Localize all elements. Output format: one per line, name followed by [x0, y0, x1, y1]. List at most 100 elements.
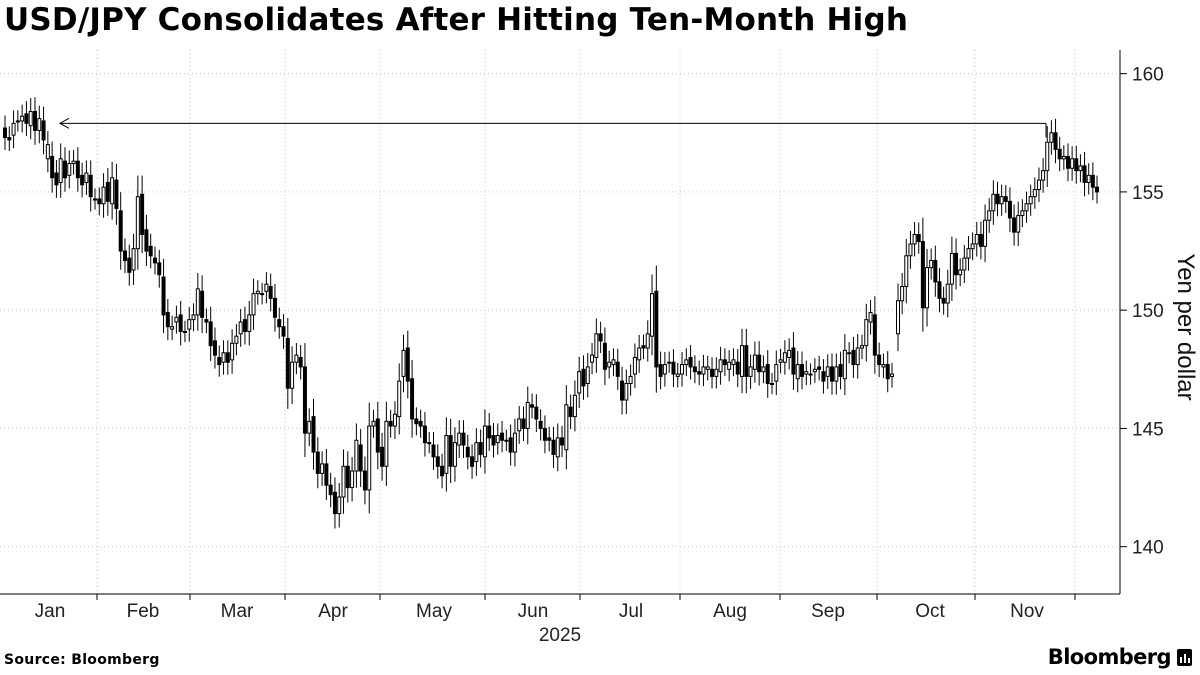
candle-body — [414, 418, 419, 425]
candle-body — [45, 144, 50, 160]
candle-body — [908, 243, 913, 257]
candle-body — [422, 425, 427, 444]
candle-body — [925, 267, 930, 309]
candle-body — [195, 288, 200, 316]
x-tick-label: Sep — [811, 601, 845, 622]
candle-body — [362, 470, 367, 491]
candle-body — [521, 418, 526, 429]
candle-body — [135, 196, 140, 250]
candle-body — [58, 158, 63, 183]
candle-body — [1078, 165, 1083, 172]
candle-body — [435, 456, 440, 467]
candle-body — [461, 432, 466, 446]
x-tick-label: Mar — [221, 601, 254, 622]
candle-body — [182, 330, 187, 333]
y-tick-label: 155 — [1132, 183, 1164, 204]
candle-body — [80, 174, 85, 186]
candle-body — [542, 427, 547, 441]
candle-body — [534, 406, 539, 420]
candle-body — [598, 333, 603, 342]
chart-title: USD/JPY Consolidates After Hitting Ten-M… — [4, 2, 909, 38]
candle-body — [1057, 148, 1062, 160]
candle-body — [1070, 158, 1075, 169]
candle-body — [1003, 196, 1008, 202]
candle-body — [641, 345, 646, 349]
candle-body — [148, 245, 153, 257]
candle-body — [75, 160, 80, 179]
candle-body — [945, 283, 950, 304]
candle-body — [15, 120, 20, 123]
x-tick-label: Jun — [518, 601, 549, 622]
candle-body — [174, 316, 179, 323]
candle-body — [628, 375, 633, 384]
candle-body — [1049, 132, 1054, 143]
candle-body — [995, 193, 1000, 205]
candle-body — [71, 160, 76, 165]
candle-body — [11, 122, 16, 136]
candle-body — [7, 137, 12, 141]
candle-body — [782, 352, 787, 363]
candle-body — [62, 160, 67, 179]
candles — [3, 97, 1099, 529]
candle-body — [32, 110, 37, 131]
candle-body — [830, 366, 835, 382]
candle-body — [440, 465, 445, 477]
candle-body — [328, 484, 333, 496]
candle-body — [465, 446, 470, 458]
candle-body — [650, 293, 655, 337]
candle-body — [88, 174, 93, 198]
candle-body — [20, 115, 25, 122]
candle-body — [1012, 217, 1017, 233]
candle-body — [212, 340, 217, 356]
candle-body — [191, 314, 196, 321]
candle-body — [872, 314, 877, 356]
candle-body — [1045, 141, 1050, 172]
candle-body — [1016, 215, 1021, 233]
candle-body — [602, 342, 607, 370]
candle-body — [804, 371, 809, 375]
candle-body — [929, 260, 934, 269]
candle-body — [208, 321, 213, 347]
candle-body — [1036, 179, 1041, 191]
candle-body — [825, 366, 830, 377]
candle-body — [710, 368, 715, 377]
candle-body — [200, 290, 205, 318]
candle-body — [500, 432, 505, 441]
candle-body — [307, 420, 312, 434]
x-tick-label: Feb — [127, 601, 160, 622]
arrow-head — [58, 117, 70, 129]
candle-body — [590, 354, 595, 363]
candle-body — [384, 420, 389, 467]
candle-body — [770, 382, 775, 385]
x-tick-label: Aug — [713, 601, 747, 622]
candle-body — [54, 172, 59, 186]
candle-body — [470, 456, 475, 467]
candle-body — [1032, 189, 1037, 198]
candle-body — [701, 366, 706, 375]
candle-body — [838, 364, 843, 377]
candle-body — [294, 354, 299, 363]
candle-body — [452, 442, 457, 467]
candle-body — [1041, 170, 1046, 181]
candle-body — [482, 425, 487, 458]
candle-body — [851, 349, 856, 366]
candle-body — [290, 361, 295, 389]
candle-body — [161, 276, 166, 316]
candle-body — [1053, 132, 1058, 150]
candle-body — [868, 312, 873, 323]
candle-body — [388, 420, 393, 427]
chart-icon — [1177, 648, 1192, 666]
candle-body — [564, 404, 569, 451]
x-tick-label: Nov — [1010, 601, 1044, 622]
candle-body — [320, 463, 325, 474]
candle-body — [264, 283, 269, 292]
candle-body — [444, 435, 449, 474]
candle-body — [37, 118, 42, 131]
candle-body — [187, 319, 192, 330]
candle-body — [594, 333, 599, 358]
candle-body — [688, 356, 693, 368]
candle-body — [255, 290, 260, 295]
candle-body — [1024, 203, 1029, 212]
candle-body — [658, 364, 663, 377]
candle-body — [448, 435, 453, 467]
